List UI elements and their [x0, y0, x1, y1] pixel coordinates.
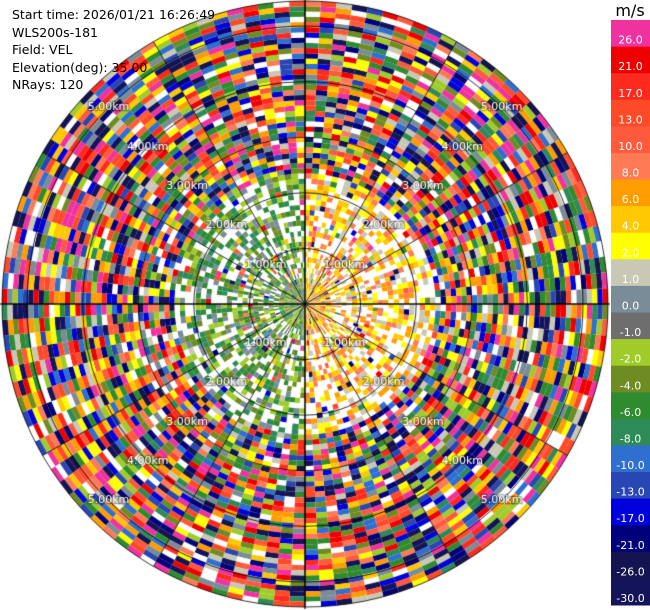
colorbar-tick-label: 13.0: [618, 113, 643, 126]
colorbar-swatch: [611, 365, 650, 393]
colorbar-swatch: [611, 206, 650, 234]
colorbar-swatch: [611, 259, 650, 287]
colorbar-tick-label: -2.0: [620, 353, 641, 366]
colorbar-tick-label: 6.0: [622, 193, 640, 206]
colorbar-swatch: [611, 126, 650, 154]
colorbar-swatch: [611, 418, 650, 446]
colorbar-swatch: [611, 179, 650, 207]
colorbar-swatch: [611, 578, 650, 606]
colorbar-tick-label: -6.0: [620, 406, 641, 419]
colorbar-tick-label: 0.0: [622, 300, 640, 313]
colorbar-swatch: [611, 551, 650, 579]
station-label: WLS200s-181: [12, 24, 98, 40]
start-time-label: Start time: 2026/01/21 16:26:49: [12, 7, 216, 22]
colorbar-unit-label: m/s: [615, 1, 644, 20]
colorbar-swatch: [611, 445, 650, 473]
scan-info: Start time: 2026/01/21 16:26:49 WLS200s-…: [12, 6, 215, 94]
colorbar-tick-label: -21.0: [616, 539, 644, 552]
colorbar-tick-label: 26.0: [618, 34, 643, 47]
radar-ppi-plot: [0, 0, 610, 610]
colorbar-tick-label: 21.0: [618, 60, 643, 73]
colorbar-tick-label: 10.0: [618, 140, 643, 153]
colorbar-swatch: [611, 525, 650, 553]
field-label: Field: VEL: [12, 42, 73, 58]
colorbar-tick-label: -17.0: [616, 512, 644, 525]
colorbar-swatch: [611, 152, 650, 181]
colorbar-tick-label: 2.0: [622, 246, 640, 259]
colorbar-swatch: [611, 392, 650, 420]
colorbar-tick-label: -10.0: [616, 459, 644, 472]
colorbar-swatch: [611, 285, 650, 313]
colorbar-tick-label: -4.0: [620, 379, 641, 392]
colorbar-tick-label: 4.0: [622, 220, 640, 233]
colorbar-tick-label: 8.0: [622, 167, 640, 180]
colorbar-tick-label: -8.0: [620, 432, 641, 445]
colorbar-tick-label: -13.0: [616, 486, 644, 499]
elevation-label: Elevation(deg): 35.00: [12, 59, 148, 75]
colorbar-swatch: [611, 46, 650, 74]
colorbar-swatch: [611, 232, 650, 260]
colorbar-swatch: [611, 472, 650, 500]
colorbar-swatch: [611, 339, 650, 367]
colorbar-tick-label: 17.0: [618, 87, 643, 100]
colorbar-swatch: [611, 73, 650, 101]
colorbar-tick-label: -1.0: [620, 326, 641, 339]
colorbar-swatch: [611, 99, 650, 127]
colorbar-tick-label: -26.0: [616, 565, 644, 578]
colorbar-swatch: [611, 312, 650, 340]
colorbar-tick-label: -30.0: [616, 592, 644, 605]
colorbar-swatch: [611, 498, 650, 526]
colorbar-tick-label: 1.0: [622, 273, 640, 286]
nrays-label: NRays: 120: [12, 77, 84, 93]
colorbar-swatch: [611, 20, 650, 48]
